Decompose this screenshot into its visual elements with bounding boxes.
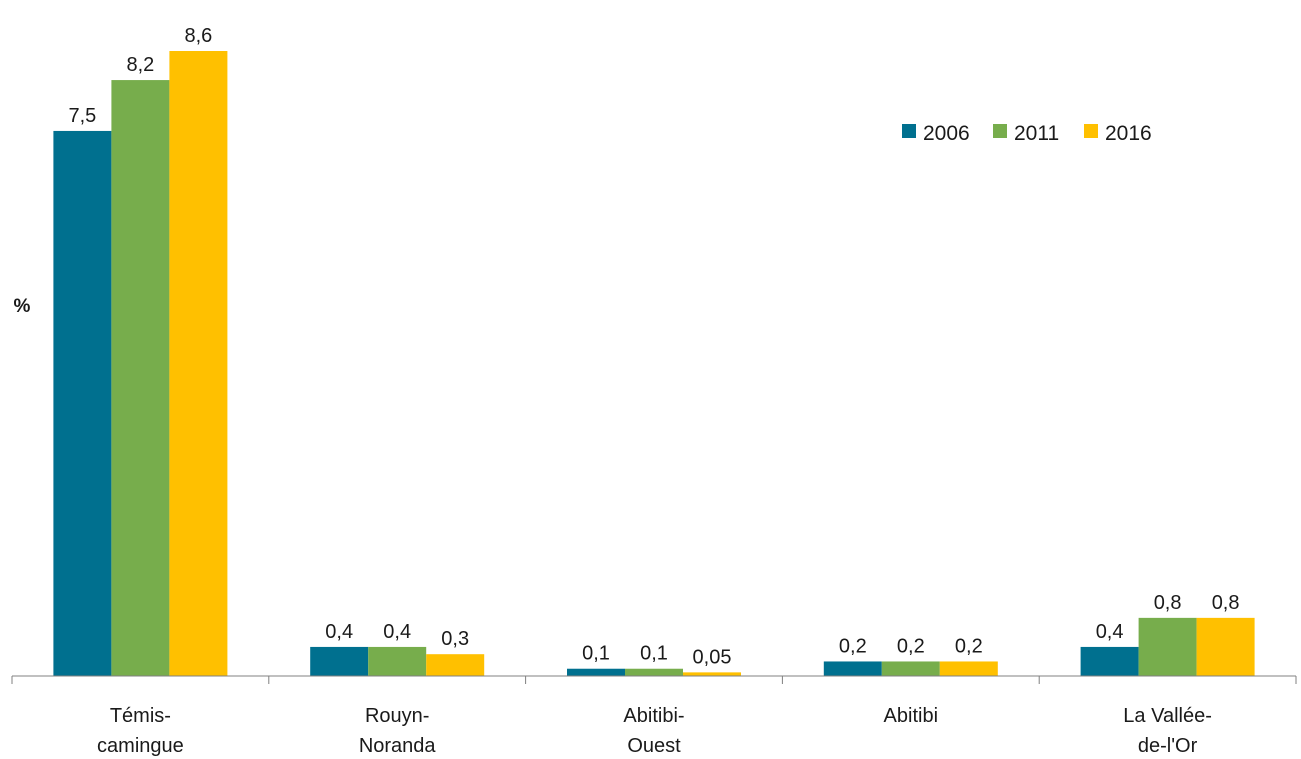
- bar-2006-3: [823, 661, 882, 676]
- category-label-0-1: camingue: [97, 735, 184, 757]
- value-labels-group: 7,5 8,2 8,6 0,4 0,4 0,3 0,1 0,1 0,05 0,2 0,2 0,2 0,4…: [68, 25, 1239, 668]
- bar-2006-2: [567, 668, 625, 676]
- category-label-0-0: Témis-: [110, 705, 171, 727]
- data-label-2011-4: 0,8: [1154, 592, 1182, 614]
- bar-2016-2: [683, 672, 741, 676]
- bar-2016-3: [939, 661, 998, 676]
- x-axis: [11, 675, 1297, 684]
- category-label-3-0: Abitibi: [884, 705, 938, 727]
- data-label-2006-0: 7,5: [68, 105, 96, 127]
- data-label-2006-4: 0,4: [1096, 621, 1124, 643]
- category-label-2-0: Abitibi-: [623, 705, 684, 727]
- legend: 2006 2011 2016: [902, 122, 1152, 145]
- bar-2011-4: [1138, 617, 1197, 676]
- data-label-2006-1: 0,4: [325, 621, 353, 643]
- bar-2006-0: [53, 130, 112, 676]
- bar-2011-2: [625, 668, 683, 676]
- data-label-2011-2: 0,1: [640, 643, 668, 665]
- bar-2016-0: [169, 51, 228, 676]
- legend-label-2016: 2016: [1105, 122, 1152, 145]
- bar-2011-0: [111, 80, 170, 677]
- legend-label-2006: 2006: [923, 122, 970, 145]
- bar-2016-1: [426, 654, 485, 676]
- data-label-2006-2: 0,1: [582, 643, 610, 665]
- legend-swatch-2011: [993, 124, 1007, 138]
- data-label-2016-1: 0,3: [441, 628, 469, 650]
- data-label-2016-3: 0,2: [955, 635, 983, 657]
- data-label-2016-2: 0,05: [693, 646, 732, 668]
- bar-2016-4: [1196, 617, 1255, 676]
- legend-label-2011: 2011: [1014, 122, 1059, 145]
- category-label-4-0: La Vallée-: [1123, 705, 1212, 727]
- bar-2011-1: [368, 646, 427, 676]
- category-label-2-1: Ouest: [627, 735, 681, 757]
- bar-2006-1: [310, 646, 369, 676]
- y-axis-label: %: [14, 296, 31, 317]
- data-label-2011-3: 0,2: [897, 635, 925, 657]
- category-label-1-0: Rouyn-: [365, 705, 429, 727]
- legend-swatch-2016: [1084, 124, 1098, 138]
- bar-2006-4: [1080, 646, 1139, 676]
- bars-group: [53, 51, 1255, 677]
- category-label-4-1: de-l'Or: [1138, 735, 1198, 757]
- data-label-2011-0: 8,2: [126, 54, 154, 76]
- legend-swatch-2006: [902, 124, 916, 138]
- category-labels-group: Témis-camingue Rouyn- Noranda Abitibi- Ouest…: [97, 705, 1212, 757]
- data-label-2016-4: 0,8: [1212, 592, 1240, 614]
- data-label-2016-0: 8,6: [184, 25, 212, 47]
- bar-2011-3: [881, 661, 940, 676]
- data-label-2006-3: 0,2: [839, 635, 867, 657]
- category-label-1-1: Noranda: [359, 735, 437, 757]
- data-label-2011-1: 0,4: [383, 621, 411, 643]
